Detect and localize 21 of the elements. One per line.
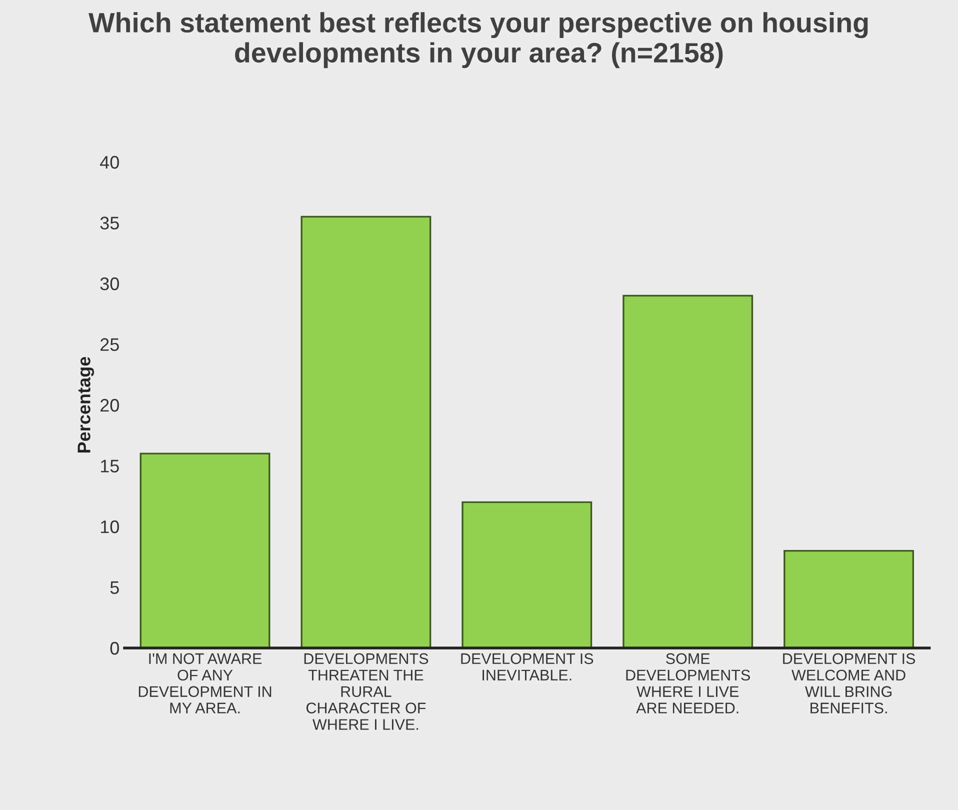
y-tick-label: 30 (100, 277, 119, 290)
y-tick-label: 5 (110, 581, 119, 594)
y-axis-title: Percentage (78, 356, 94, 452)
y-tick-label: 10 (100, 520, 119, 534)
bar (140, 452, 270, 648)
x-tick-label: DEVELOPMENT IS WELCOME AND WILL BRING BENEFITS. (783, 653, 916, 714)
chart-title: Which statement best reflects your perspective on housing developments in your area? (n=2158) (88, 12, 868, 68)
bar (462, 501, 592, 648)
x-tick-label: DEVELOPMENTS THREATEN THE RURAL CHARACTER OF WHERE I LIVE. (304, 653, 428, 730)
bar (784, 550, 914, 648)
y-tick-label: 0 (110, 642, 119, 655)
x-tick-label: I'M NOT AWARE OF ANY DEVELOPMENT IN MY AREA. (138, 653, 272, 714)
bar (300, 216, 432, 648)
x-tick-label: SOME DEVELOPMENTS WHERE I LIVE ARE NEEDED. (626, 653, 750, 714)
bar (622, 294, 754, 648)
y-tick-label: 15 (100, 460, 119, 472)
y-tick-label: 20 (100, 398, 119, 412)
x-tick-label: DEVELOPMENT IS INEVITABLE. (461, 653, 594, 680)
y-tick-label: 35 (100, 216, 119, 230)
y-tick-label: 25 (100, 338, 119, 351)
y-tick-label: 40 (100, 156, 119, 169)
